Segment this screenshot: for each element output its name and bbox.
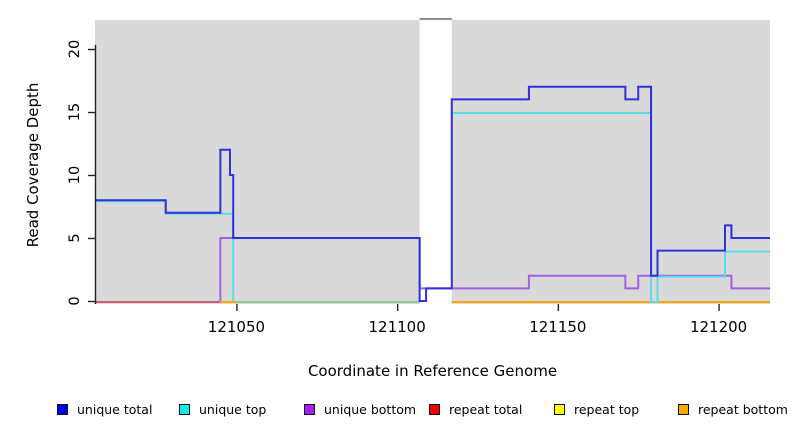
x-tick-label: 121200 xyxy=(690,318,747,336)
y-tick-label: 10 xyxy=(67,166,83,184)
y-tick-label: 15 xyxy=(67,103,83,121)
x-tick-label: 121050 xyxy=(208,318,265,336)
legend-item-unique-top: unique top xyxy=(179,401,266,417)
legend-item-repeat-total: repeat total xyxy=(429,401,522,417)
legend-item-unique-total: unique total xyxy=(57,401,152,417)
legend: unique total unique top unique bottom repea… xyxy=(0,401,792,421)
x-tick-label: 121100 xyxy=(369,318,426,336)
legend-label: unique top xyxy=(199,401,267,417)
gap-band xyxy=(419,12,452,304)
legend-item-repeat-bottom: repeat bottom xyxy=(678,401,788,417)
legend-swatch-icon xyxy=(57,403,68,415)
legend-label: unique bottom xyxy=(324,401,417,417)
legend-label: unique total xyxy=(77,401,153,417)
y-tick-label: 5 xyxy=(67,233,83,242)
legend-item-unique-bottom: unique bottom xyxy=(304,401,416,417)
y-tick-label: 0 xyxy=(67,296,83,305)
legend-item-repeat-top: repeat top xyxy=(554,401,639,417)
series-line-unique-total xyxy=(95,85,770,302)
legend-swatch-icon xyxy=(429,403,440,415)
y-tick-label: 20 xyxy=(67,40,83,58)
legend-swatch-icon xyxy=(678,403,689,415)
x-axis-label: Coordinate in Reference Genome xyxy=(307,362,558,380)
y-axis-label: Read Coverage Depth xyxy=(24,82,42,248)
legend-label: repeat top xyxy=(574,401,640,417)
legend-swatch-icon xyxy=(554,403,565,415)
legend-swatch-icon xyxy=(304,403,315,415)
x-tick-label: 121150 xyxy=(529,318,586,336)
legend-label: repeat total xyxy=(449,401,523,417)
legend-swatch-icon xyxy=(179,403,190,415)
legend-label: repeat bottom xyxy=(698,401,788,417)
